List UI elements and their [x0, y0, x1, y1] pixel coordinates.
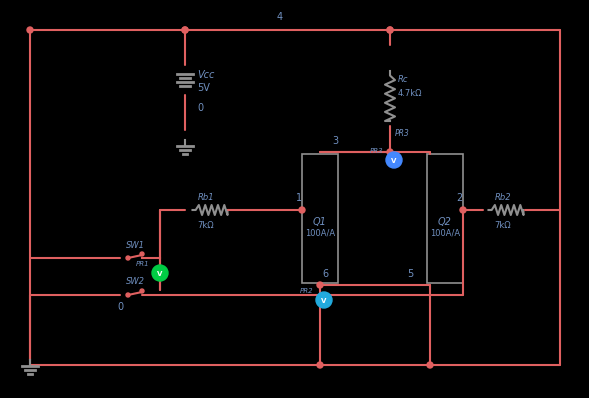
- Circle shape: [126, 293, 130, 297]
- Circle shape: [299, 207, 305, 213]
- Circle shape: [427, 362, 433, 368]
- Circle shape: [182, 27, 188, 33]
- Text: Q2: Q2: [438, 217, 452, 226]
- Text: V: V: [157, 271, 163, 277]
- Text: Rc: Rc: [398, 74, 409, 84]
- Bar: [302, 154, 338, 283]
- Text: Vcc: Vcc: [197, 70, 214, 80]
- Circle shape: [317, 282, 323, 288]
- Text: PR2: PR2: [299, 288, 313, 294]
- Circle shape: [387, 27, 393, 33]
- Circle shape: [140, 289, 144, 293]
- Circle shape: [152, 265, 168, 281]
- Text: 7kΩ: 7kΩ: [198, 222, 214, 230]
- Text: 1: 1: [296, 193, 302, 203]
- Text: PR3: PR3: [395, 129, 410, 139]
- Circle shape: [386, 152, 402, 168]
- Text: Rb1: Rb1: [198, 193, 214, 201]
- Text: Q1: Q1: [313, 217, 327, 226]
- Text: 6: 6: [322, 269, 328, 279]
- Text: 5V: 5V: [197, 83, 210, 93]
- Text: 100A/A: 100A/A: [430, 228, 460, 237]
- Text: 4: 4: [277, 12, 283, 22]
- Text: SW1: SW1: [125, 240, 144, 250]
- Text: 100A/A: 100A/A: [305, 228, 335, 237]
- Text: V: V: [391, 158, 396, 164]
- Text: 3: 3: [332, 136, 338, 146]
- Text: 0: 0: [117, 302, 123, 312]
- Text: PR1: PR1: [135, 261, 149, 267]
- Text: 7kΩ: 7kΩ: [495, 222, 511, 230]
- Circle shape: [27, 27, 33, 33]
- Circle shape: [126, 256, 130, 260]
- Text: PR3: PR3: [369, 148, 383, 154]
- Circle shape: [460, 207, 466, 213]
- Circle shape: [317, 362, 323, 368]
- Text: SW2: SW2: [125, 277, 144, 287]
- Circle shape: [387, 149, 393, 155]
- Circle shape: [316, 292, 332, 308]
- Circle shape: [140, 252, 144, 256]
- Text: 0: 0: [197, 103, 203, 113]
- Bar: [427, 154, 463, 283]
- Circle shape: [182, 27, 188, 33]
- Text: 5: 5: [407, 269, 413, 279]
- Text: 4.7kΩ: 4.7kΩ: [398, 88, 422, 98]
- Text: Rb2: Rb2: [495, 193, 511, 201]
- Text: V: V: [322, 298, 327, 304]
- Text: 2: 2: [456, 193, 462, 203]
- Circle shape: [387, 27, 393, 33]
